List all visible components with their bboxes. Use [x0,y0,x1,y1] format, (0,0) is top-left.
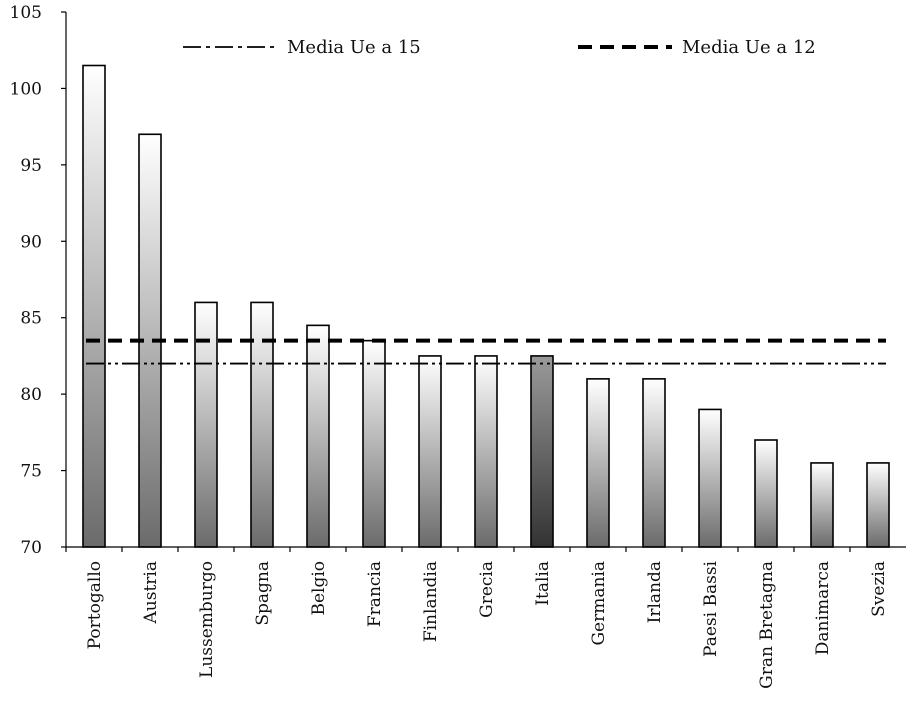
bar-germania [586,378,610,548]
bar-francia [362,339,386,548]
x-tick-label: Paesi Bassi [701,560,721,657]
x-tick-label: Grecia [477,561,497,618]
y-tick-label: 70 [20,538,42,558]
x-tick-label: Belgio [309,561,329,616]
x-tick-label: Spagna [253,561,273,626]
bar-irlanda [642,378,666,548]
bar-danimarca [810,462,834,548]
legend-label-2: Media Ue a 12 [682,37,816,58]
bar-italia [530,355,554,548]
bar-belgio [306,324,330,548]
bar-paesi-bassi [698,408,722,548]
x-tick-label: Francia [365,561,385,627]
bar-gran-bretagna [754,439,778,548]
x-axis: Portogallo Austria Lussemburgo Spagna Belgio… [65,546,906,689]
y-axis: 70 75 80 85 90 95 100 105 [10,3,67,558]
x-tick-label: Danimarca [813,561,833,655]
bar-finlandia [418,355,442,548]
y-tick-label: 95 [20,156,42,176]
reference-lines [86,338,886,365]
x-tick-label: Finlandia [421,561,441,642]
x-tick-label: Irlanda [645,561,665,623]
bar-svezia [866,462,890,548]
y-tick-label: 100 [10,79,42,99]
y-tick-label: 105 [10,3,42,23]
bars [82,64,890,548]
x-tick-label: Germania [589,561,609,646]
legend: Media Ue a 15 Media Ue a 12 [183,37,816,58]
x-tick-label: Italia [533,561,553,606]
x-tick-label: Lussemburgo [197,561,217,678]
x-tick-label: Gran Bretagna [757,561,777,689]
x-tick-label: Portogallo [85,561,105,649]
y-tick-label: 85 [20,309,42,329]
y-tick-label: 90 [20,232,42,252]
bar-grecia [474,355,498,548]
x-tick-label: Austria [141,561,161,624]
legend-label-1: Media Ue a 15 [287,37,421,58]
bar-portogallo [82,64,106,548]
x-tick-label: Svezia [869,561,889,617]
y-tick-label: 80 [20,385,42,405]
y-tick-label: 75 [20,462,42,482]
